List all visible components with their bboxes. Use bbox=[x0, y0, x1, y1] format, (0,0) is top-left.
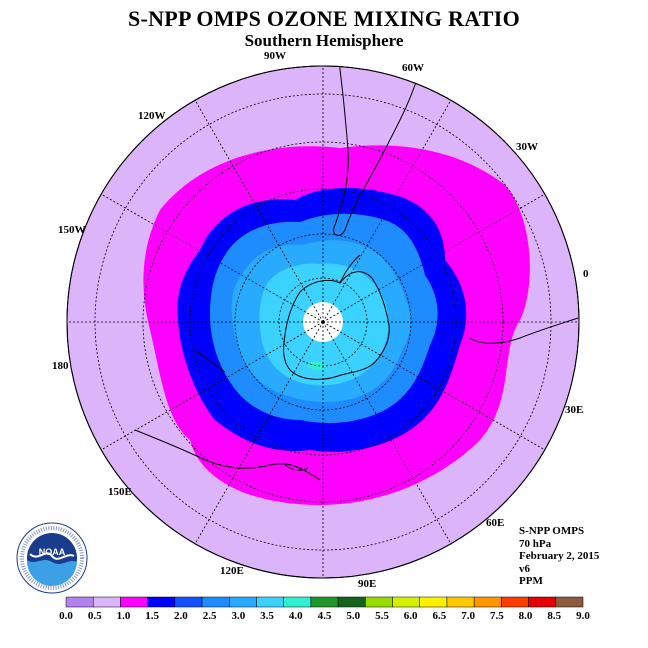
new-zealand bbox=[194, 349, 226, 373]
lon-label-120w: 120W bbox=[138, 110, 166, 122]
colorbar-swatch bbox=[501, 596, 529, 608]
lon-label-90w: 90W bbox=[264, 50, 286, 62]
colorbar-swatch bbox=[528, 596, 557, 608]
colorbar-swatch bbox=[174, 596, 203, 608]
colorbar-tick-label: 4.5 bbox=[318, 610, 332, 622]
antarctic-peninsula bbox=[339, 254, 361, 284]
map-title: S-NPP OMPS OZONE MIXING RATIO bbox=[127, 6, 521, 31]
lon-label-180: 180 bbox=[52, 360, 69, 372]
colorbar-tick-label: 4.0 bbox=[289, 610, 303, 622]
colorbar-swatch bbox=[92, 596, 121, 608]
colorbar-tick-label: 6.5 bbox=[433, 610, 447, 622]
colorbar-tick-label: 0.5 bbox=[88, 610, 102, 622]
colorbar-tick-label: 3.0 bbox=[231, 610, 245, 622]
lon-label-60e: 60E bbox=[486, 517, 505, 529]
info-units: PPM bbox=[519, 575, 543, 587]
colorbar-swatch bbox=[392, 596, 420, 608]
info-date: February 2, 2015 bbox=[519, 550, 600, 562]
colorbar-swatch bbox=[65, 596, 94, 608]
colorbar-swatch bbox=[256, 596, 284, 608]
lon-label-30w: 30W bbox=[516, 141, 538, 153]
colorbar-swatch bbox=[310, 596, 339, 608]
africa bbox=[469, 317, 579, 344]
colorbar-tick-label: 6.0 bbox=[404, 610, 418, 622]
colorbar-tick-label: 7.0 bbox=[461, 610, 475, 622]
noaa-logo: NOAA bbox=[16, 522, 88, 594]
noaa-logo-text: NOAA bbox=[39, 547, 66, 557]
colorbar-tick-label: 1.0 bbox=[117, 610, 131, 622]
colorbar-swatch bbox=[120, 596, 148, 608]
colorbar-tick-label: 7.5 bbox=[490, 610, 504, 622]
colorbar-tick-label: 8.0 bbox=[519, 610, 533, 622]
map-subtitle: Southern Hemisphere bbox=[244, 31, 404, 50]
lon-label-0: 0 bbox=[583, 268, 589, 280]
lon-label-150w: 150W bbox=[58, 224, 86, 236]
antarctica-coast bbox=[283, 271, 390, 380]
lon-label-120e: 120E bbox=[220, 565, 244, 577]
colorbar-tick-label: 3.5 bbox=[260, 610, 274, 622]
colorbar-swatch bbox=[337, 596, 366, 608]
australia-south bbox=[134, 429, 321, 481]
lon-label-30e: 30E bbox=[565, 404, 584, 416]
info-instrument: S-NPP OMPS bbox=[519, 525, 585, 537]
lon-label-60w: 60W bbox=[402, 62, 424, 74]
info-level: 70 hPa bbox=[519, 537, 552, 550]
lon-label-90e: 90E bbox=[358, 578, 377, 590]
lon-label-150e: 150E bbox=[108, 486, 132, 498]
colorbar-swatch bbox=[555, 596, 584, 608]
colorbar-tick-label: 2.0 bbox=[174, 610, 188, 622]
colorbar-tick-label: 9.0 bbox=[576, 610, 590, 622]
coastlines bbox=[134, 66, 579, 481]
colorbar-swatch bbox=[147, 596, 176, 608]
colorbar-tick-label: 8.5 bbox=[547, 610, 561, 622]
colorbar-tick-label: 5.0 bbox=[346, 610, 360, 622]
info-block: S-NPP OMPS 70 hPa February 2, 2015 v6 PP… bbox=[519, 525, 599, 588]
south-america bbox=[329, 66, 433, 236]
band-3.5-4.0 bbox=[307, 361, 325, 371]
colorbar-swatch bbox=[473, 596, 502, 608]
colorbar-tick-label: 1.5 bbox=[145, 610, 159, 622]
colorbar-tick-label: 2.5 bbox=[203, 610, 217, 622]
meridians bbox=[67, 66, 579, 578]
info-version: v6 bbox=[519, 562, 530, 575]
colorbar-tick-label: 0.0 bbox=[59, 610, 73, 622]
colorbar-swatch bbox=[446, 596, 475, 608]
colorbar-swatch bbox=[283, 596, 312, 608]
colorbar-swatch bbox=[201, 596, 230, 608]
colorbar-swatch bbox=[419, 596, 448, 608]
colorbar-swatch bbox=[365, 596, 393, 608]
tasmania bbox=[284, 464, 309, 471]
colorbar-tick-label: 5.5 bbox=[375, 610, 389, 622]
colorbar-swatch bbox=[229, 596, 257, 608]
